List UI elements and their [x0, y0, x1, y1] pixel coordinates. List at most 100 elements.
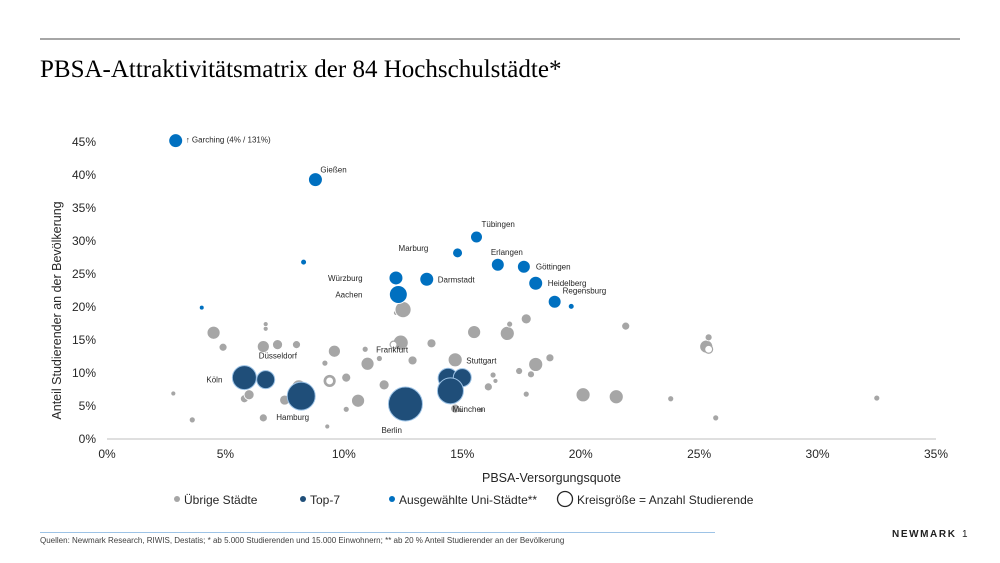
y-tick-label: 30% — [72, 234, 96, 248]
brand-logo-text: NEWMARK — [892, 529, 957, 540]
selected-point — [168, 133, 184, 149]
other-point — [341, 372, 352, 383]
other-point — [262, 321, 269, 328]
other-point — [292, 340, 301, 350]
top7-point — [286, 381, 316, 411]
other-point — [360, 356, 375, 371]
other-point — [667, 395, 675, 403]
other-point — [545, 353, 555, 363]
other-point — [575, 387, 591, 403]
other-point — [457, 407, 463, 413]
legend-label-size: Kreisgröße = Anzahl Studierende — [577, 493, 754, 507]
chart-panel: 0% 5% 10% 15% 20% 25% 30% 35% 0% 5% 10% 15% 20% 25% 30… — [40, 130, 960, 518]
point-label: Göttingen — [536, 263, 571, 272]
selected-point — [547, 294, 562, 309]
other-point — [188, 416, 196, 424]
y-tick-label: 25% — [72, 267, 96, 281]
x-tick-label: 25% — [687, 447, 711, 461]
hollow-point — [389, 340, 398, 349]
chart-point-labels: Köln Düsseldorf Hamburg Berlin Frankfurt Stut… — [186, 136, 607, 435]
y-axis-label: Anteil Studierender an der Bevölkerung — [50, 201, 64, 419]
legend-label-top7: Top-7 — [310, 493, 340, 507]
other-point — [712, 414, 720, 422]
other-point — [361, 345, 369, 353]
point-label: Heidelberg — [548, 279, 587, 288]
point-label: Aachen — [335, 290, 362, 299]
point-label: Frankfurt — [376, 345, 409, 354]
legend-marker-top7 — [300, 496, 306, 502]
other-point — [704, 333, 713, 342]
other-point — [394, 301, 412, 319]
other-point — [499, 325, 515, 341]
point-label: Gießen — [320, 166, 346, 175]
selected-point — [388, 284, 408, 304]
other-point — [407, 355, 418, 366]
other-point — [258, 413, 268, 423]
y-tick-label: 20% — [72, 300, 96, 314]
other-point — [170, 390, 177, 397]
top-rule — [40, 38, 960, 40]
x-tick-label: 0% — [98, 447, 116, 461]
selected-point — [567, 302, 575, 310]
other-point — [483, 382, 493, 392]
point-label: Düsseldorf — [259, 352, 298, 361]
other-point — [351, 393, 365, 408]
point-label: Stuttgart — [466, 357, 497, 366]
source-footnote: Quellen: Newmark Research, RIWIS, Destat… — [40, 536, 565, 545]
other-point — [375, 355, 383, 362]
point-label: München — [452, 405, 485, 414]
x-tick-label: 15% — [450, 447, 474, 461]
other-point — [621, 321, 631, 331]
legend-label-other: Übrige Städte — [184, 493, 258, 507]
other-point — [327, 344, 341, 358]
other-point — [467, 325, 482, 339]
top7-point — [256, 370, 276, 390]
other-point — [272, 339, 283, 351]
other-point — [447, 352, 463, 368]
other-point — [478, 407, 485, 413]
y-tick-label: 40% — [72, 168, 96, 182]
other-point — [243, 389, 255, 401]
other-point — [520, 313, 532, 325]
other-point — [206, 325, 221, 340]
legend-marker-size — [556, 490, 574, 508]
x-tick-label: 5% — [217, 447, 235, 461]
hollow-point — [325, 376, 335, 386]
selected-point — [528, 275, 544, 291]
selected-point — [300, 258, 308, 266]
chart-points — [168, 133, 881, 430]
chart-axes: 0% 5% 10% 15% 20% 25% 30% 35% 0% 5% 10% 15% 20% 25% 30… — [50, 135, 948, 485]
selected-point — [452, 247, 464, 259]
x-tick-label: 10% — [332, 447, 356, 461]
point-label: Tübingen — [481, 220, 514, 229]
other-point — [527, 370, 535, 379]
point-label: Hamburg — [276, 413, 309, 422]
x-tick-label: 20% — [569, 447, 593, 461]
other-point — [218, 342, 228, 352]
other-point — [492, 378, 499, 384]
point-label: Erlangen — [491, 248, 523, 257]
point-label: Berlin — [381, 426, 401, 435]
other-point — [342, 405, 350, 413]
x-tick-label: 30% — [806, 447, 830, 461]
other-point — [321, 359, 329, 367]
other-point — [506, 320, 514, 328]
other-point — [522, 390, 530, 398]
point-label: Köln — [206, 376, 222, 385]
other-point — [256, 340, 270, 354]
chart-legend: Übrige Städte Top-7 Ausgewählte Uni-Städte… — [174, 490, 754, 508]
point-label: Darmstadt — [438, 275, 476, 284]
scatter-chart: 0% 5% 10% 15% 20% 25% 30% 35% 0% 5% 10% 15% 20% 25% 30… — [50, 133, 948, 508]
legend-marker-other — [174, 496, 180, 502]
page-title: PBSA-Attraktivitätsmatrix der 84 Hochsch… — [40, 56, 562, 83]
point-label: Marburg — [399, 244, 429, 253]
y-tick-label: 15% — [72, 333, 96, 347]
point-label: Würzburg — [328, 274, 363, 283]
selected-point — [469, 230, 483, 244]
page-number: 1 — [962, 529, 968, 540]
y-tick-label: 10% — [72, 366, 96, 380]
x-axis-label: PBSA-Versorgungsquote — [482, 471, 621, 485]
y-tick-label: 5% — [79, 399, 97, 413]
footer-rule — [40, 532, 715, 533]
y-tick-label: 0% — [79, 432, 97, 446]
